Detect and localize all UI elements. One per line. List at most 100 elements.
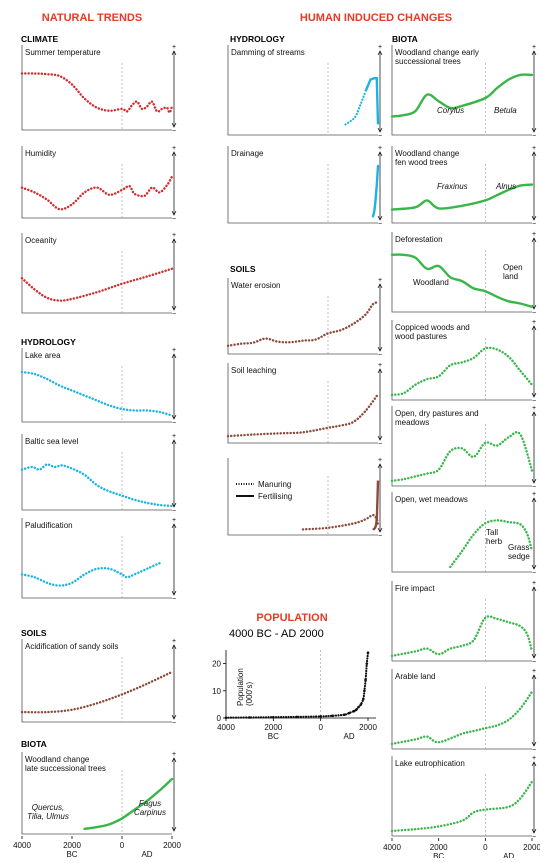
panel-humidity: + − Humidity <box>20 145 177 223</box>
population-point <box>343 713 346 716</box>
minus-sign: − <box>532 484 536 491</box>
header-population: POPULATION <box>256 612 327 624</box>
panel-title: Summer temperature <box>25 48 101 57</box>
time-axis-tick-label: 4000 <box>383 843 401 852</box>
arrow-head-down <box>171 590 177 596</box>
era-bc-label: BC <box>66 850 77 858</box>
population-point <box>366 651 370 654</box>
header-natural-trends: NATURAL TRENDS <box>42 12 142 24</box>
label-open-land: Open land <box>503 263 523 281</box>
panel-title: Damming of streams <box>231 48 305 57</box>
plus-sign: + <box>532 491 536 498</box>
panel-title: Lake area <box>25 351 61 360</box>
trend-line <box>20 463 174 508</box>
pop-x-tick-label: 2000 <box>359 723 377 732</box>
arrow-head-down <box>377 527 383 533</box>
arrow-head-up <box>171 238 177 244</box>
arrow-head-up <box>171 50 177 56</box>
minus-sign: − <box>172 720 176 727</box>
arrow-head-down <box>171 502 177 508</box>
panel-title: Paludification <box>25 521 73 530</box>
panel-title: Woodland change early successional trees <box>395 48 479 66</box>
panel-frame <box>391 669 532 750</box>
header-human-induced: HUMAN INDUCED CHANGES <box>300 12 452 24</box>
panel-manuring: +− <box>227 457 383 540</box>
panel-title: Baltic sea level <box>25 437 79 446</box>
fertilising-line <box>372 480 380 531</box>
plus-sign: + <box>172 145 176 152</box>
time-axis-tick-label: 2000 <box>430 843 448 852</box>
panel-title: Deforestation <box>395 235 443 244</box>
time-axis-tick-label: 0 <box>120 841 125 850</box>
arrow-head-up <box>377 463 383 469</box>
panel-frame <box>227 363 378 444</box>
arrow-head-up <box>531 151 537 157</box>
plus-sign: + <box>378 145 382 152</box>
arrow-head-down <box>531 478 537 484</box>
panel-title: Drainage <box>231 149 264 158</box>
section-hydrology-left: HYDROLOGY <box>21 337 76 347</box>
arrow-head-down <box>171 826 177 832</box>
panel-title: Arable land <box>395 672 435 681</box>
era-ad-label: AD <box>503 852 514 858</box>
population-point <box>364 678 367 682</box>
panel-drainage: + − Drainage <box>227 145 383 228</box>
panel-damming: + − Damming of streams <box>227 44 383 140</box>
minus-sign: − <box>378 352 382 359</box>
population-subtitle: 4000 BC - AD 2000 <box>229 628 324 640</box>
panel-oceanity: + − Oceanity <box>20 232 177 318</box>
arrow-head-up <box>377 283 383 289</box>
pop-era-ad: AD <box>344 732 355 741</box>
arrow-head-down <box>531 564 537 570</box>
panel-open-wet: + − Open, wet meadows <box>391 491 537 577</box>
label-tall-herb: Tall herb <box>486 528 503 546</box>
panel-title: Acidification of sandy soils <box>25 642 118 651</box>
panel-frame <box>391 146 532 224</box>
arrow-head-up <box>531 237 537 243</box>
panel-title: Lake eutrophication <box>395 759 465 768</box>
population-point <box>347 711 351 715</box>
trend-line <box>344 90 367 126</box>
panel-soil-leaching: + − Soil leaching <box>226 362 383 448</box>
plus-sign: + <box>172 638 176 645</box>
panel-title: Open, dry pastures and meadows <box>395 409 479 427</box>
panel-summer-temp: + − Summer temperature <box>20 44 177 135</box>
trend-line <box>390 183 534 211</box>
time-axis-tick-label: 4000 <box>13 841 31 850</box>
arrow-head-up <box>531 586 537 592</box>
plus-sign: + <box>172 44 176 51</box>
panel-water-erosion: + − Water erosion <box>226 277 383 359</box>
time-axis-tick-label: 0 <box>483 843 488 852</box>
panel-woodland-late: + Woodland change late successional trees <box>21 751 177 835</box>
trend-line <box>390 253 534 309</box>
era-ad-label: AD <box>141 850 152 858</box>
trend-line <box>301 513 380 531</box>
label-corylus: Corylus <box>437 106 464 115</box>
panel-title: Water erosion <box>231 281 281 290</box>
plus-sign: + <box>532 44 536 51</box>
plus-sign: + <box>172 517 176 524</box>
population-point <box>352 709 356 713</box>
arrow-head-down <box>171 122 177 128</box>
panel-open-dry: + − Open, dry pastures and meadows <box>390 405 537 491</box>
minus-sign: − <box>172 420 176 427</box>
population-point <box>363 689 366 693</box>
plus-sign: + <box>378 44 382 51</box>
manuring-legend: Manuring Fertilising <box>236 480 292 501</box>
arrow-head-up <box>377 368 383 374</box>
panel-frame <box>227 458 378 536</box>
pop-x-tick-label: 2000 <box>264 723 282 732</box>
arrow-head-up <box>377 50 383 56</box>
plus-sign: + <box>172 433 176 440</box>
label-fraxinus: Fraxinus <box>437 182 468 191</box>
section-hydrology-mid: HYDROLOGY <box>230 34 285 44</box>
minus-sign: − <box>172 128 176 135</box>
panel-arable: + − Arable land <box>390 668 537 754</box>
section-soils-left: SOILS <box>21 628 47 638</box>
arrow-head-down <box>531 127 537 133</box>
panel-lake-eutro: + − Lake eutrophication <box>390 755 537 841</box>
minus-sign: − <box>532 570 536 577</box>
panel-frame <box>227 45 378 136</box>
